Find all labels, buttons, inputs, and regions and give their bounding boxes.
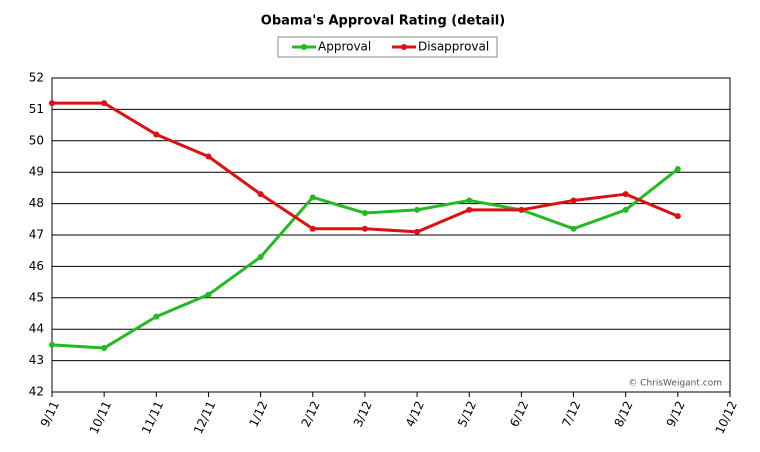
x-tick-label: 3/12	[351, 399, 375, 429]
x-tick-label: 10/11	[87, 399, 114, 436]
point	[153, 313, 160, 320]
plot-border	[51, 77, 731, 393]
y-tick-label: 42	[29, 385, 44, 399]
y-tick-label: 46	[29, 259, 44, 273]
point	[622, 191, 629, 198]
point	[674, 213, 681, 220]
point	[205, 291, 212, 298]
point	[309, 194, 316, 201]
point	[257, 191, 264, 198]
point	[49, 100, 55, 107]
x-tick-label: 4/12	[403, 399, 427, 429]
x-tick-label: 1/12	[246, 399, 270, 429]
chart-title: Obama's Approval Rating (detail)	[261, 14, 505, 29]
legend-marker	[401, 44, 407, 50]
x-tick-label: 10/12	[713, 399, 740, 436]
x-tick-label: 6/12	[507, 399, 531, 429]
y-tick-label: 47	[29, 228, 44, 242]
point	[257, 253, 264, 260]
point	[309, 225, 316, 232]
x-tick-label: 7/12	[559, 399, 583, 429]
y-tick-label: 48	[29, 196, 44, 210]
point	[518, 206, 525, 213]
legend-text: Disapproval	[418, 40, 489, 54]
point	[101, 345, 108, 352]
x-tick-label: 8/12	[612, 399, 636, 429]
legend-box	[277, 36, 498, 58]
annotation: © ChrisWeigant.com	[628, 379, 722, 389]
y-tick-label: 52	[29, 71, 44, 85]
point	[414, 206, 421, 213]
y-tick-label: 43	[29, 353, 44, 367]
point	[466, 206, 473, 213]
y-tick-label: 50	[29, 133, 44, 147]
series-line	[51, 167, 679, 350]
x-tick-label: 5/12	[455, 399, 479, 429]
y-tick-label: 49	[29, 165, 44, 179]
point	[101, 100, 108, 107]
point	[466, 197, 473, 204]
point	[205, 153, 212, 160]
y-tick-label: 45	[29, 290, 44, 304]
point	[622, 206, 629, 213]
legend-marker	[301, 44, 307, 50]
y-tick-label: 51	[29, 102, 44, 116]
x-tick-label: 2/12	[299, 399, 323, 429]
point	[674, 166, 681, 173]
point	[570, 197, 577, 204]
x-tick-label: 12/11	[191, 399, 218, 436]
x-tick-label: 9/11	[38, 399, 62, 429]
point	[49, 341, 55, 348]
legend-text: Approval	[318, 40, 371, 54]
x-tick-label: 9/12	[664, 399, 688, 429]
x-tick-label: 11/11	[139, 399, 166, 436]
point	[570, 225, 577, 232]
point	[153, 131, 160, 138]
y-tick-label: 44	[29, 322, 44, 336]
point	[414, 228, 421, 235]
point	[361, 225, 368, 232]
point	[361, 210, 368, 217]
